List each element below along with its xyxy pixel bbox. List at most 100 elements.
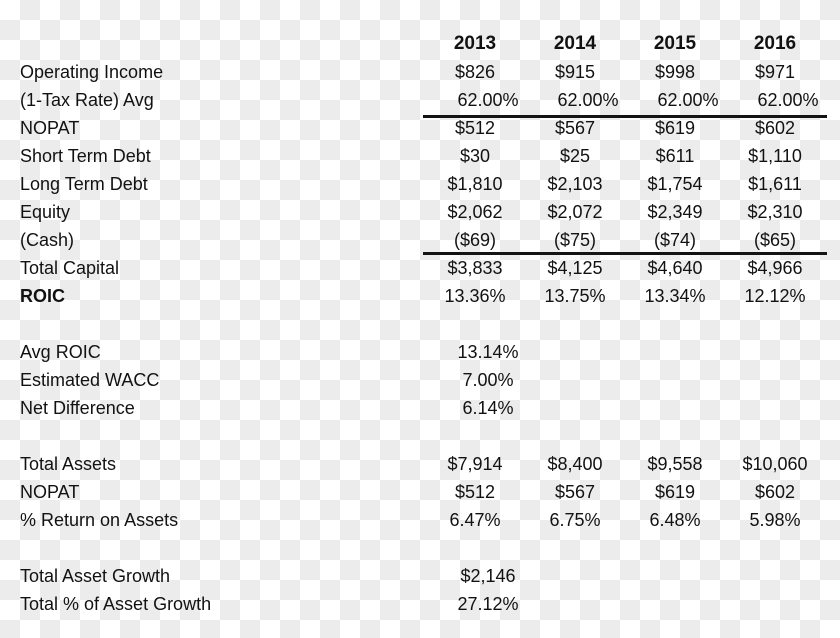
row-label: Total Asset Growth bbox=[20, 566, 171, 586]
value-cell: ($74) bbox=[653, 230, 697, 250]
row-label: Total Capital bbox=[20, 258, 120, 278]
value-cell: $1,754 bbox=[647, 174, 703, 194]
divider-line-above-total-capital bbox=[423, 252, 827, 255]
value-cell: $602 bbox=[754, 118, 796, 138]
value-cell: $1,110 bbox=[748, 146, 802, 166]
value-cell: 13.34% bbox=[644, 286, 706, 306]
value-cell: $7,914 bbox=[447, 454, 503, 474]
divider-line-above-nopat bbox=[423, 115, 827, 118]
value-cell: $9,558 bbox=[647, 454, 703, 474]
value-cell: $512 bbox=[454, 482, 496, 502]
row-label: Total Assets bbox=[20, 454, 117, 474]
row-label: (1-Tax Rate) Avg bbox=[20, 90, 154, 110]
row-label: ROIC bbox=[20, 286, 65, 306]
value-cell: $971 bbox=[754, 62, 796, 82]
value-cell: 62.00% bbox=[457, 90, 519, 110]
value-cell: $4,640 bbox=[647, 258, 703, 278]
row-label: Long Term Debt bbox=[20, 174, 148, 194]
year-header-2015: 2015 bbox=[653, 33, 697, 54]
row-estimated-wacc: Estimated WACC 7.00% bbox=[0, 366, 840, 394]
row-operating-income: Operating Income $826 $915 $998 $971 bbox=[0, 58, 840, 86]
value-cell: $4,125 bbox=[547, 258, 603, 278]
value-cell: 6.14% bbox=[462, 398, 514, 418]
roic-analysis-table: 2013 2014 2015 2016 Operating Income $82… bbox=[0, 30, 840, 618]
value-cell: 62.00% bbox=[557, 90, 619, 110]
year-header-2014: 2014 bbox=[553, 33, 597, 54]
year-header-2013: 2013 bbox=[453, 33, 497, 54]
row-label: Equity bbox=[20, 202, 71, 222]
row-label: Avg ROIC bbox=[20, 342, 101, 362]
value-cell: ($65) bbox=[753, 230, 797, 250]
value-cell: $2,103 bbox=[547, 174, 603, 194]
value-cell: $10,060 bbox=[742, 454, 808, 474]
value-cell: ($69) bbox=[453, 230, 497, 250]
row-equity: Equity $2,062 $2,072 $2,349 $2,310 bbox=[0, 198, 840, 226]
value-cell: $30 bbox=[459, 146, 491, 166]
row-nopat-2: NOPAT $512 $567 $619 $602 bbox=[0, 478, 840, 506]
value-cell: $567 bbox=[554, 118, 596, 138]
row-return-on-assets: % Return on Assets 6.47% 6.75% 6.48% 5.9… bbox=[0, 506, 840, 534]
value-cell: 27.12% bbox=[457, 594, 519, 614]
value-cell: $25 bbox=[559, 146, 591, 166]
value-cell: 6.48% bbox=[649, 510, 701, 530]
row-short-term-debt: Short Term Debt $30 $25 $611 $1,110 bbox=[0, 142, 840, 170]
value-cell: $2,146 bbox=[460, 566, 516, 586]
value-cell: 7.00% bbox=[462, 370, 514, 390]
blank-row bbox=[0, 422, 840, 450]
row-tax-rate: (1-Tax Rate) Avg 62.00% 62.00% 62.00% 62… bbox=[0, 86, 840, 114]
row-cash: (Cash) ($69) ($75) ($74) ($65) bbox=[0, 226, 840, 254]
blank-row bbox=[0, 534, 840, 562]
row-net-difference: Net Difference 6.14% bbox=[0, 394, 840, 422]
row-label: Net Difference bbox=[20, 398, 135, 418]
value-cell: $3,833 bbox=[447, 258, 503, 278]
value-cell: 5.98% bbox=[749, 510, 801, 530]
row-label: (Cash) bbox=[20, 230, 75, 250]
value-cell: $8,400 bbox=[547, 454, 603, 474]
value-cell: $512 bbox=[454, 118, 496, 138]
row-label: Operating Income bbox=[20, 62, 164, 82]
row-total-assets: Total Assets $7,914 $8,400 $9,558 $10,06… bbox=[0, 450, 840, 478]
value-cell: $2,072 bbox=[547, 202, 603, 222]
blank-row bbox=[0, 310, 840, 338]
header-spacer bbox=[0, 30, 425, 58]
row-label: NOPAT bbox=[20, 482, 80, 502]
value-cell: $1,810 bbox=[447, 174, 503, 194]
value-cell: 62.00% bbox=[657, 90, 719, 110]
value-cell: $998 bbox=[654, 62, 696, 82]
value-cell: 13.36% bbox=[444, 286, 506, 306]
row-total-capital: Total Capital $3,833 $4,125 $4,640 $4,96… bbox=[0, 254, 840, 282]
year-header-row: 2013 2014 2015 2016 bbox=[0, 30, 840, 58]
value-cell: $567 bbox=[554, 482, 596, 502]
value-cell: $826 bbox=[454, 62, 496, 82]
value-cell: $4,966 bbox=[747, 258, 803, 278]
value-cell: ($75) bbox=[553, 230, 597, 250]
value-cell: 6.47% bbox=[449, 510, 501, 530]
value-cell: $619 bbox=[654, 118, 696, 138]
value-cell: $602 bbox=[754, 482, 796, 502]
row-label: Short Term Debt bbox=[20, 146, 151, 166]
row-total-asset-growth: Total Asset Growth $2,146 bbox=[0, 562, 840, 590]
value-cell: 13.75% bbox=[544, 286, 606, 306]
value-cell: $915 bbox=[554, 62, 596, 82]
value-cell: 13.14% bbox=[457, 342, 519, 362]
value-cell: $611 bbox=[655, 146, 695, 166]
row-roic: ROIC 13.36% 13.75% 13.34% 12.12% bbox=[0, 282, 840, 310]
value-cell: $2,349 bbox=[647, 202, 703, 222]
row-label: % Return on Assets bbox=[20, 510, 179, 530]
row-label: Total % of Asset Growth bbox=[20, 594, 212, 614]
value-cell: 6.75% bbox=[549, 510, 601, 530]
row-label: Estimated WACC bbox=[20, 370, 160, 390]
value-cell: $2,062 bbox=[447, 202, 503, 222]
row-avg-roic: Avg ROIC 13.14% bbox=[0, 338, 840, 366]
value-cell: 12.12% bbox=[744, 286, 806, 306]
year-header-2016: 2016 bbox=[753, 33, 797, 54]
row-label: NOPAT bbox=[20, 118, 80, 138]
row-long-term-debt: Long Term Debt $1,810 $2,103 $1,754 $1,6… bbox=[0, 170, 840, 198]
value-cell: $2,310 bbox=[747, 202, 803, 222]
value-cell: $1,611 bbox=[748, 174, 802, 194]
value-cell: 62.00% bbox=[757, 90, 819, 110]
row-total-pct-asset-growth: Total % of Asset Growth 27.12% bbox=[0, 590, 840, 618]
row-nopat: NOPAT $512 $567 $619 $602 bbox=[0, 114, 840, 142]
value-cell: $619 bbox=[654, 482, 696, 502]
